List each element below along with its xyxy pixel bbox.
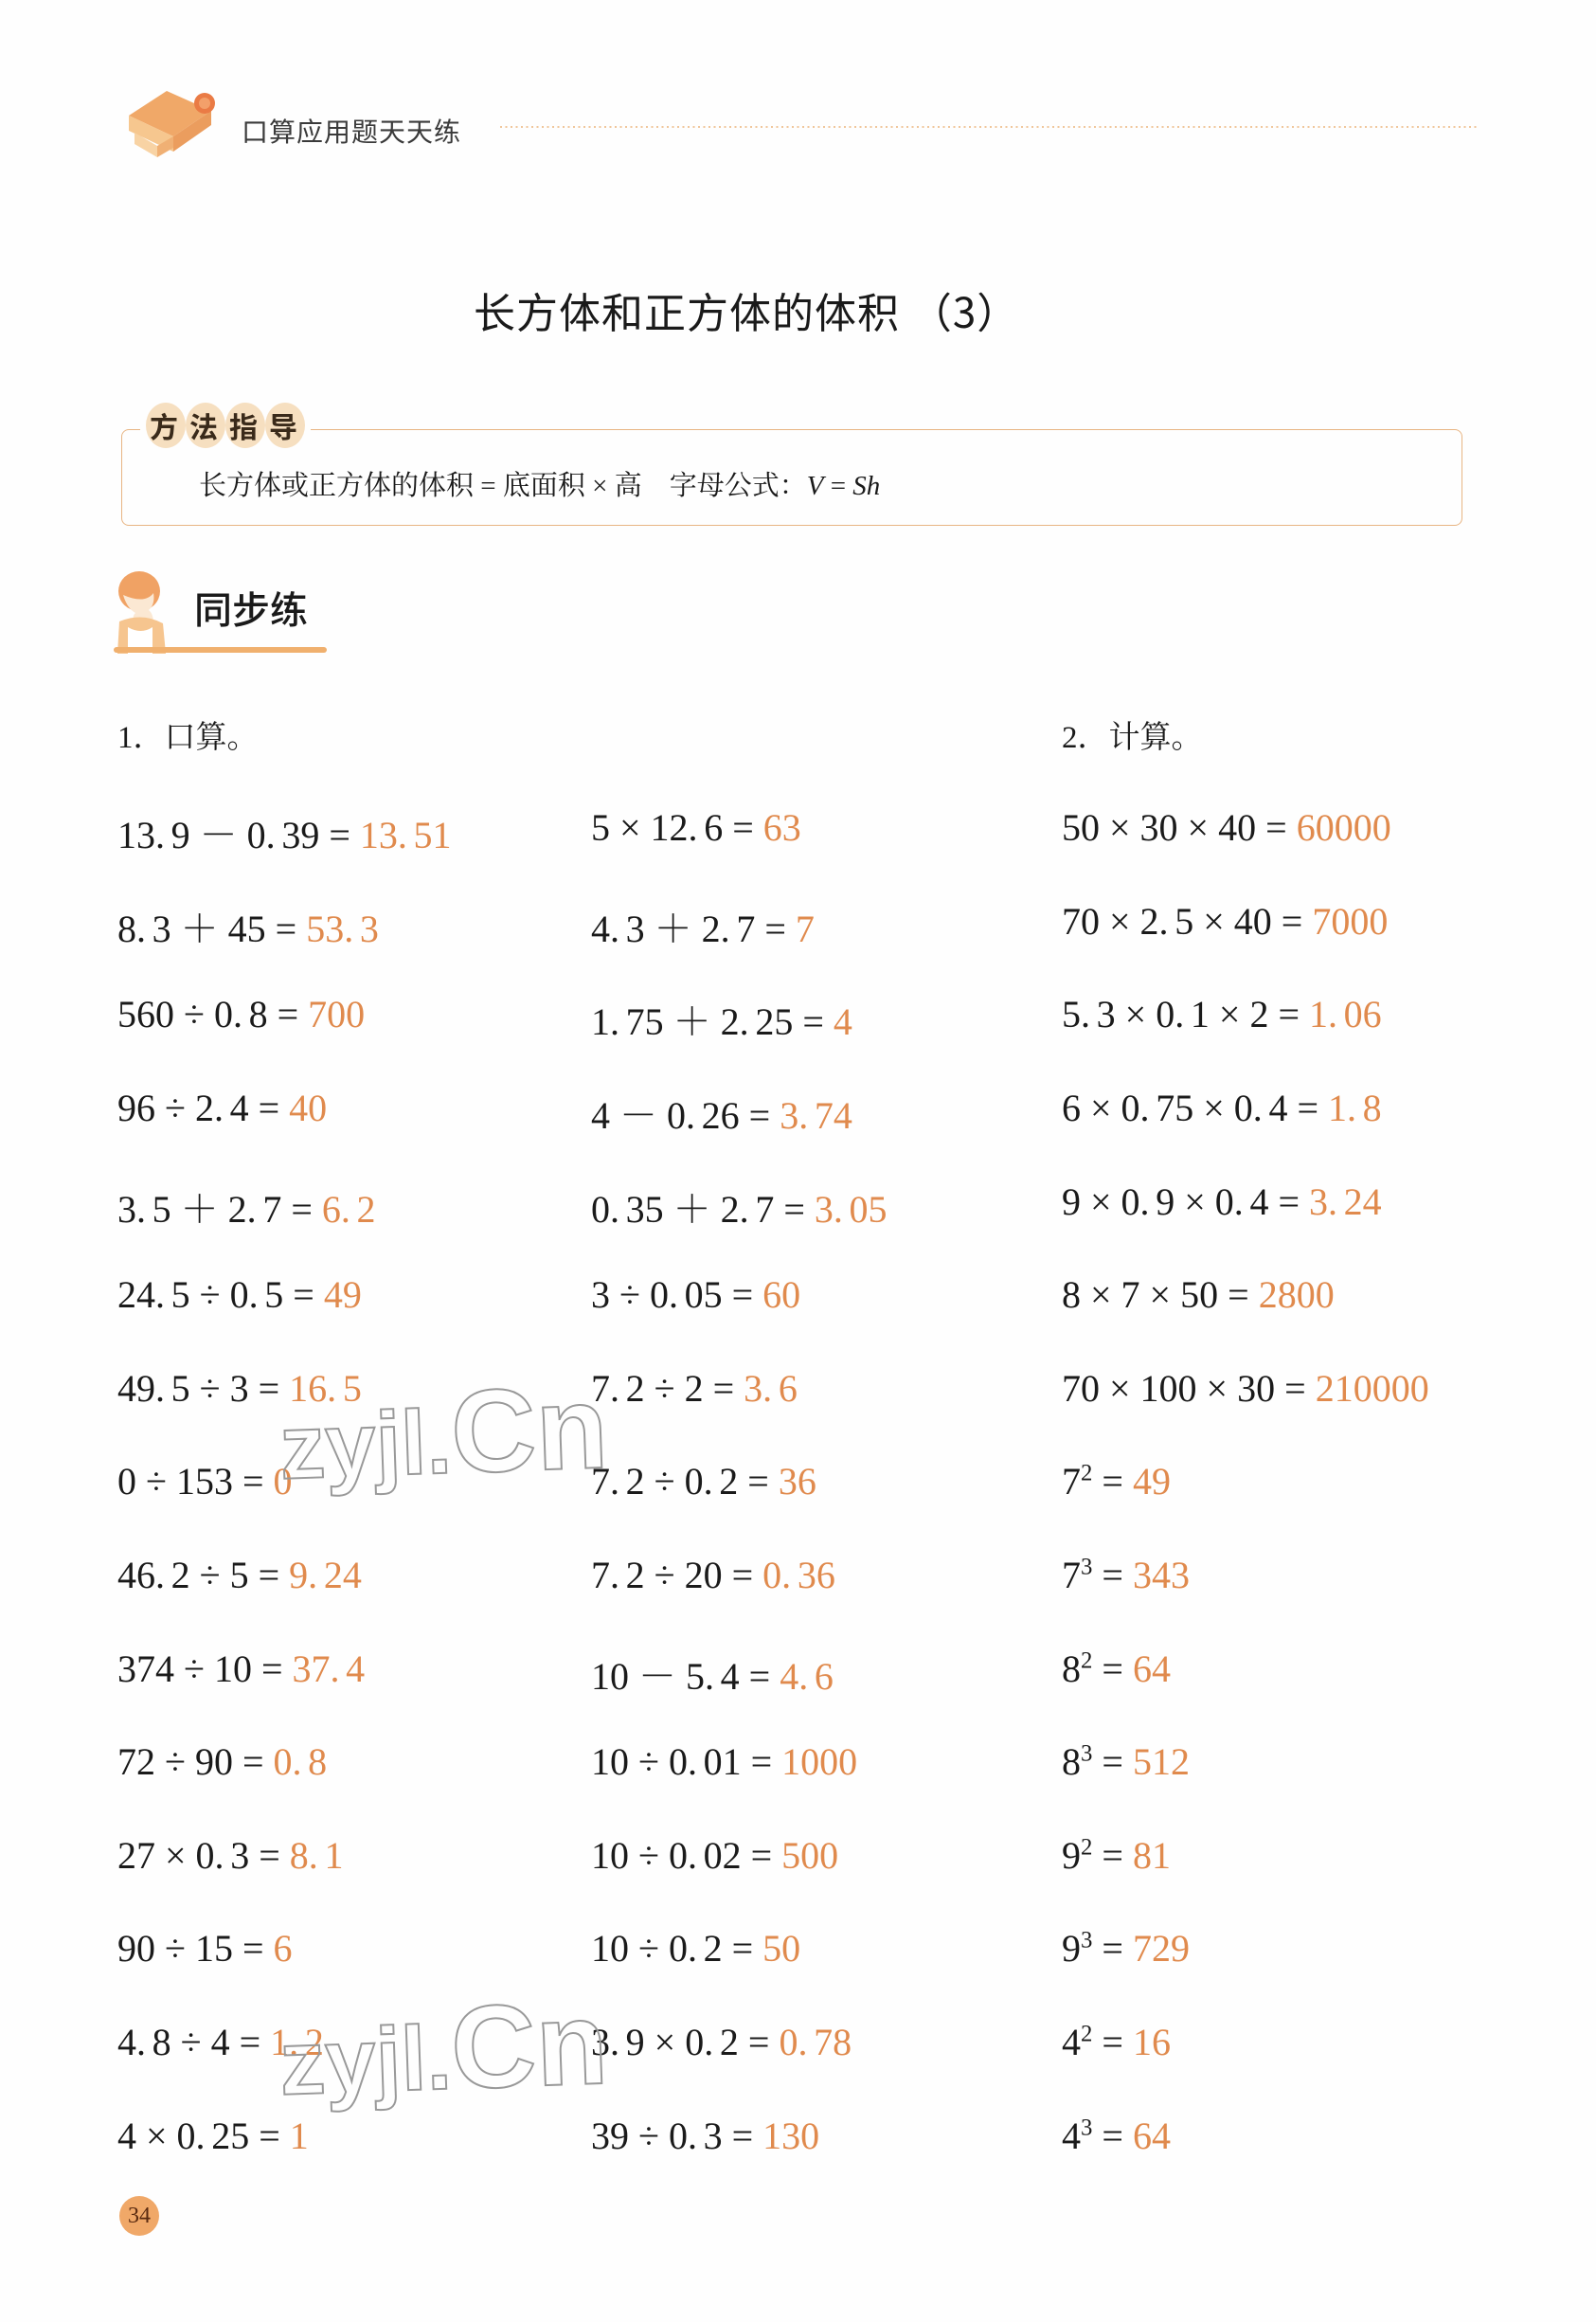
svg-text:zyjl.Cn: zyjl.Cn <box>278 1362 610 1504</box>
svg-text:zyjl.Cn: zyjl.Cn <box>278 1978 610 2120</box>
